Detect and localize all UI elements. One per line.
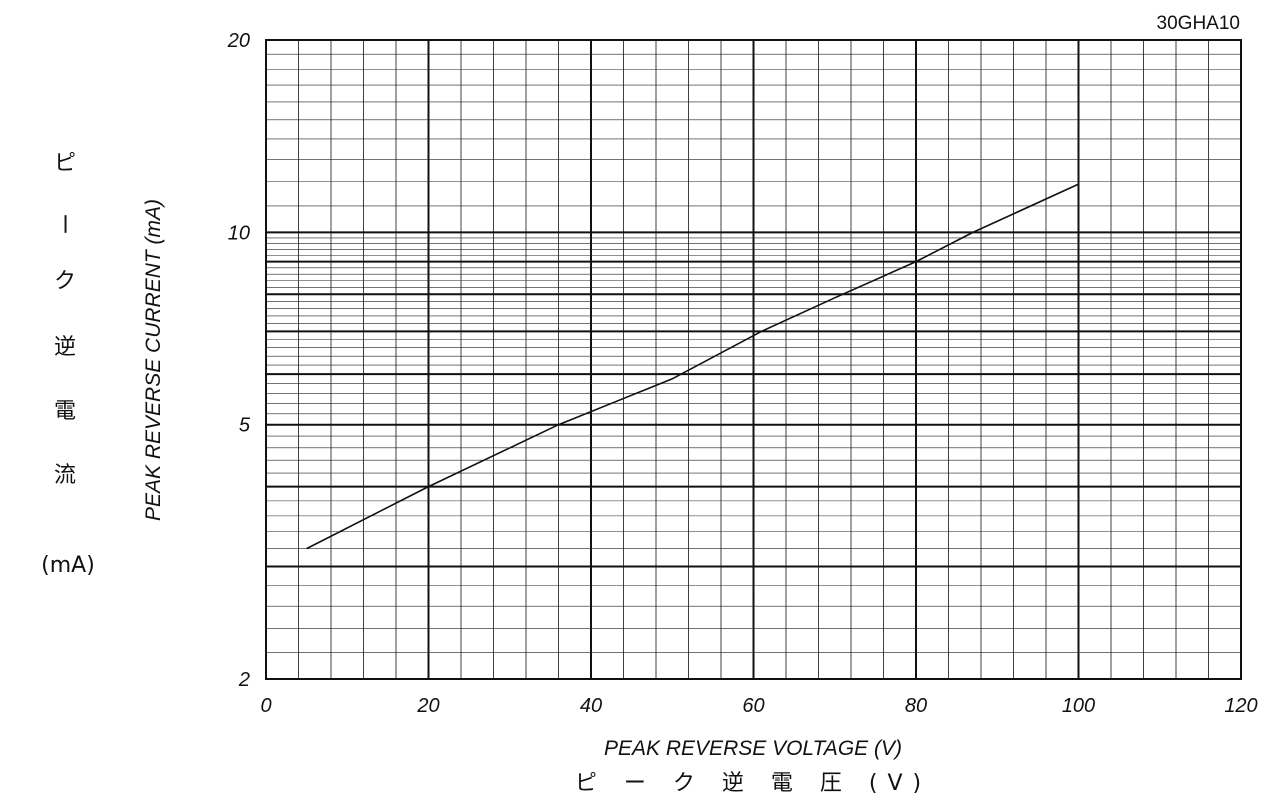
- y-axis-label-jp-char: 電: [54, 399, 76, 424]
- series-layer: [306, 183, 1079, 550]
- y-axis-label-jp-char: 逆: [54, 335, 76, 360]
- y-tick-label: 10: [228, 222, 250, 244]
- x-tick-label: 0: [260, 695, 271, 717]
- x-axis-label: PEAK REVERSE VOLTAGE (V): [604, 737, 902, 760]
- plot-frame: [265, 39, 1242, 680]
- series-line: [306, 183, 1079, 550]
- model-label: 30GHA10: [1157, 13, 1240, 34]
- grid: [265, 39, 1242, 680]
- x-tick-label: 80: [905, 695, 927, 717]
- y-axis-label-jp-unit: (mA): [41, 553, 95, 578]
- y-axis-label-jp-char: ピ: [54, 151, 76, 176]
- x-tick-label: 60: [742, 695, 764, 717]
- y-tick-label: 5: [239, 415, 251, 437]
- y-axis-label-jp-char: ク: [54, 269, 76, 294]
- x-tick-label: 100: [1062, 695, 1095, 717]
- y-axis-label-jp-char: 流: [54, 463, 76, 488]
- x-tick-label: 20: [416, 695, 439, 717]
- x-axis-label-jp: ピ ー ク 逆 電 圧 (V): [575, 771, 931, 796]
- y-tick-label: 2: [238, 669, 250, 691]
- y-axis-label-jp-char: ー: [51, 213, 76, 235]
- y-axis-label-jp: ピ ー ク 逆 電 流 (mA): [41, 151, 95, 578]
- x-tick-label: 40: [580, 695, 602, 717]
- x-tick-label: 120: [1224, 695, 1257, 717]
- tick-labels: 0 20 40 60 80 100 120 2 5 10 20: [227, 30, 1258, 717]
- y-tick-label: 20: [227, 30, 250, 52]
- y-axis-label: PEAK REVERSE CURRENT (mA): [142, 199, 165, 521]
